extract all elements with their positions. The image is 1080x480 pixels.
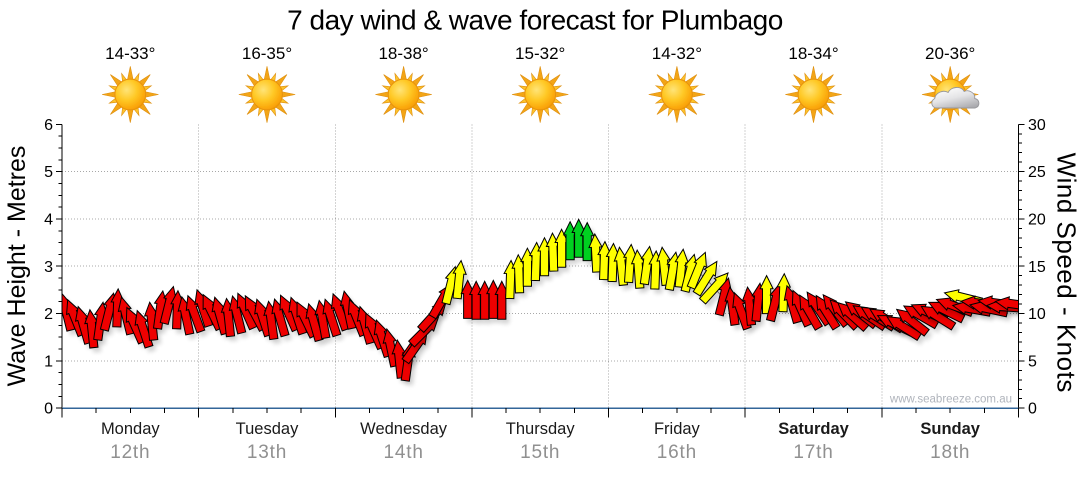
svg-text:15: 15 [1028, 259, 1046, 276]
svg-text:16-35°: 16-35° [242, 44, 292, 63]
svg-text:Wave Height - Metres: Wave Height - Metres [3, 146, 31, 387]
svg-text:15th: 15th [520, 442, 560, 463]
svg-text:18th: 18th [930, 442, 970, 463]
svg-text:14-32°: 14-32° [652, 44, 702, 63]
svg-text:3: 3 [44, 259, 53, 276]
svg-text:30: 30 [1028, 117, 1046, 134]
svg-text:Monday: Monday [101, 420, 160, 438]
svg-text:Saturday: Saturday [778, 420, 849, 438]
svg-text:www.seabreeze.com.au: www.seabreeze.com.au [889, 394, 1012, 406]
svg-text:2: 2 [44, 306, 53, 323]
svg-text:Tuesday: Tuesday [236, 420, 299, 438]
svg-text:6: 6 [44, 117, 53, 134]
svg-text:5: 5 [44, 164, 53, 181]
svg-text:12th: 12th [110, 442, 150, 463]
svg-text:14-33°: 14-33° [105, 44, 155, 63]
svg-text:Wednesday: Wednesday [360, 420, 448, 438]
svg-text:Thursday: Thursday [506, 420, 576, 438]
svg-text:7 day wind & wave forecast for: 7 day wind & wave forecast for Plumbago [287, 5, 783, 36]
svg-text:10: 10 [1028, 306, 1046, 323]
svg-text:18-38°: 18-38° [378, 44, 428, 63]
svg-text:Friday: Friday [654, 420, 701, 438]
svg-text:18-34°: 18-34° [788, 44, 838, 63]
svg-text:20-36°: 20-36° [925, 44, 975, 63]
svg-text:5: 5 [1028, 353, 1037, 370]
svg-text:16th: 16th [657, 442, 697, 463]
svg-text:Sunday: Sunday [920, 420, 980, 438]
svg-text:0: 0 [1028, 401, 1037, 418]
svg-text:25: 25 [1028, 164, 1046, 181]
svg-text:1: 1 [44, 353, 53, 370]
svg-text:0: 0 [44, 401, 53, 418]
svg-text:13th: 13th [247, 442, 287, 463]
svg-text:15-32°: 15-32° [515, 44, 565, 63]
svg-text:17th: 17th [793, 442, 833, 463]
svg-text:14th: 14th [384, 442, 424, 463]
svg-text:Wind Speed - Knots: Wind Speed - Knots [1052, 153, 1080, 393]
svg-text:20: 20 [1028, 211, 1046, 228]
svg-text:4: 4 [44, 211, 53, 228]
